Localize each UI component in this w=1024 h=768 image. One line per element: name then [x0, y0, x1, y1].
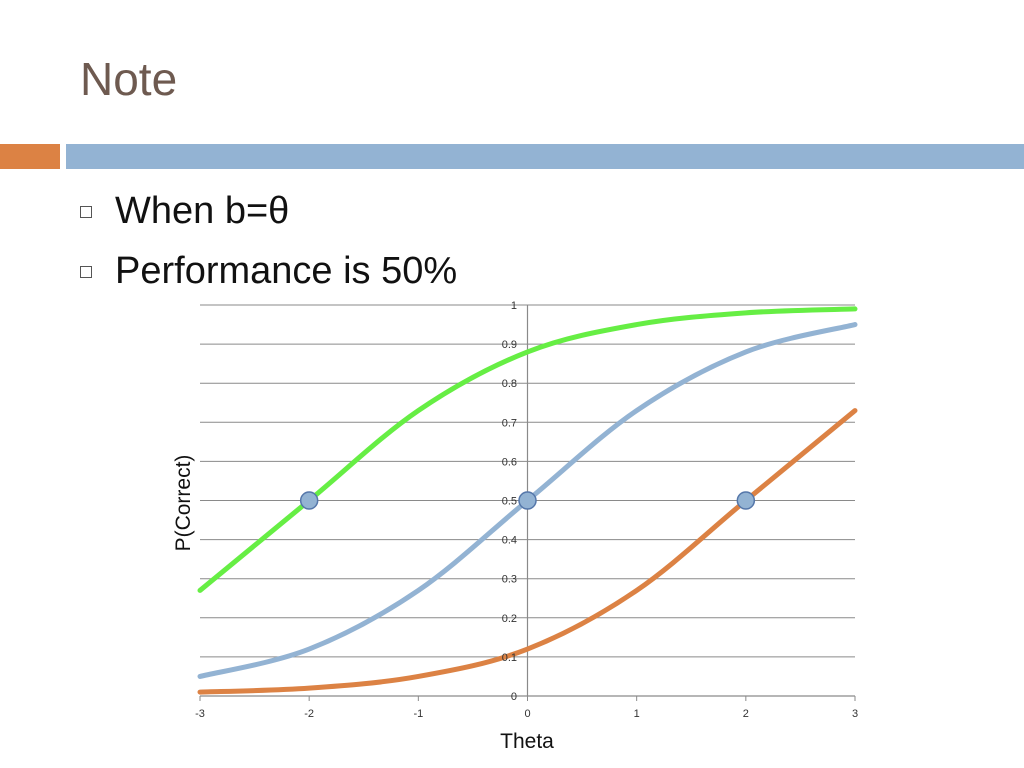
tick-labels: 0 0.1 0.2 0.3 0.4 0.5 0.6 0.7 0.8 0.9 1 -3 -2 -1 0 1 2 3	[195, 300, 858, 720]
x-axis-label: Theta	[500, 730, 554, 753]
marker-point	[299, 491, 319, 510]
x-tick-label: -2	[304, 708, 314, 720]
marker-point	[518, 491, 537, 510]
square-bullet-icon	[80, 265, 92, 278]
y-tick-label: 0.7	[502, 417, 517, 429]
y-tick-label: 0.3	[502, 574, 517, 586]
markers-group	[299, 491, 756, 510]
y-tick-label: 0.4	[502, 535, 517, 547]
bullet-text: Performance is 50%	[115, 250, 458, 292]
bullet-text: When b=θ	[115, 190, 290, 232]
y-tick-label: 0.5	[502, 496, 517, 508]
marker-point	[736, 491, 756, 510]
x-tick-label: 0	[524, 708, 530, 720]
bullet-item: When b=θ	[80, 190, 289, 233]
x-tick-label: 2	[743, 708, 749, 720]
slide-title: Note	[80, 53, 178, 105]
y-tick-label: 0.8	[502, 378, 517, 390]
bullet-item: Performance is 50%	[80, 250, 457, 293]
accent-bar-blue	[66, 144, 1024, 169]
y-tick-label: 0	[511, 691, 517, 703]
square-bullet-icon	[80, 205, 92, 218]
y-tick-label: 0.1	[502, 652, 517, 664]
y-axis-label: P(Correct)	[172, 455, 195, 552]
x-tick-label: -3	[195, 708, 205, 720]
y-tick-label: 0.2	[502, 613, 517, 625]
y-tick-label: 0.6	[502, 456, 517, 468]
x-tick-label: -1	[413, 708, 423, 720]
x-tick-label: 1	[634, 708, 640, 720]
y-tick-label: 1	[511, 300, 517, 312]
y-tick-label: 0.9	[502, 339, 517, 351]
x-tick-label: 3	[852, 708, 858, 720]
accent-bar-orange	[0, 144, 60, 169]
